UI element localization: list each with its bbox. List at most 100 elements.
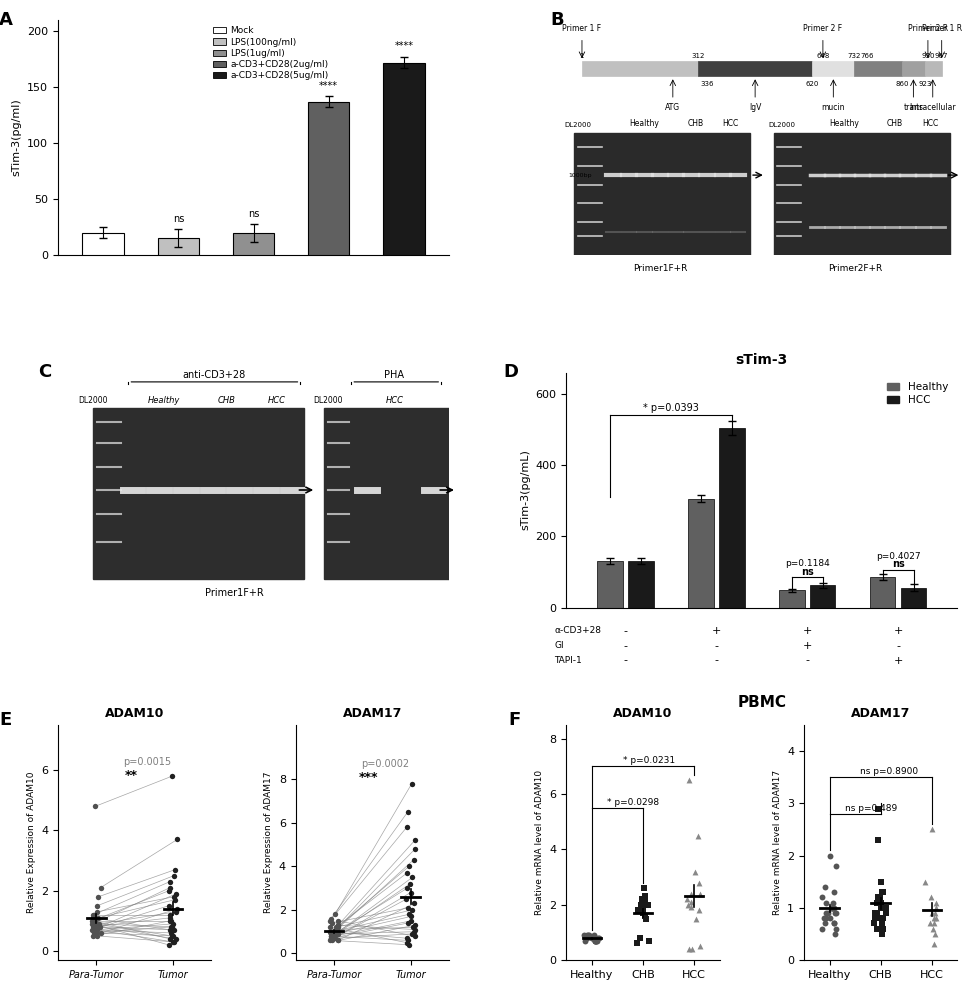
Text: **: ** bbox=[125, 769, 137, 782]
Text: anti-CD3+28: anti-CD3+28 bbox=[183, 370, 246, 380]
Text: Primer1F+R: Primer1F+R bbox=[205, 588, 263, 598]
Point bbox=[166, 922, 182, 938]
Point bbox=[684, 894, 699, 910]
Point bbox=[926, 915, 942, 931]
Point bbox=[407, 922, 423, 938]
Bar bbox=[719, 428, 745, 607]
Point bbox=[820, 905, 835, 921]
Point bbox=[589, 933, 604, 949]
Text: HCC: HCC bbox=[722, 119, 739, 128]
Point bbox=[591, 930, 606, 946]
Point bbox=[869, 921, 885, 937]
Point bbox=[399, 930, 415, 946]
Point bbox=[84, 922, 100, 938]
Text: ns: ns bbox=[801, 567, 813, 577]
Title: sTim-3: sTim-3 bbox=[736, 353, 788, 367]
Point bbox=[637, 888, 653, 904]
Point bbox=[815, 921, 831, 937]
Point bbox=[682, 941, 697, 957]
Text: ATG: ATG bbox=[665, 103, 681, 112]
Point bbox=[878, 905, 894, 921]
Bar bbox=[582, 61, 698, 76]
Text: HCC: HCC bbox=[268, 396, 286, 405]
Point bbox=[92, 919, 107, 935]
Point bbox=[322, 932, 337, 948]
Point bbox=[634, 891, 650, 907]
Point bbox=[325, 932, 340, 948]
Point bbox=[403, 908, 419, 924]
Point bbox=[588, 933, 603, 949]
Point bbox=[923, 889, 938, 905]
Point bbox=[823, 848, 838, 864]
Text: F: F bbox=[508, 711, 520, 729]
Point bbox=[169, 831, 185, 847]
Point bbox=[874, 926, 890, 942]
Point bbox=[331, 932, 346, 948]
Bar bbox=[901, 588, 926, 607]
Point bbox=[322, 919, 337, 935]
Text: HCC: HCC bbox=[922, 119, 938, 128]
Legend: Healthy, HCC: Healthy, HCC bbox=[883, 378, 952, 409]
Point bbox=[328, 919, 343, 935]
Text: * p=0.0393: * p=0.0393 bbox=[643, 403, 699, 413]
Point bbox=[161, 883, 177, 899]
Text: ****: **** bbox=[395, 41, 414, 51]
Point bbox=[325, 924, 340, 940]
Text: * p=0.0298: * p=0.0298 bbox=[607, 798, 659, 807]
Bar bbox=[810, 585, 835, 607]
Y-axis label: Relative mRNA level of ADAM10: Relative mRNA level of ADAM10 bbox=[535, 770, 543, 915]
Bar bbox=[82, 233, 124, 255]
Point bbox=[167, 862, 183, 878]
Point bbox=[398, 891, 414, 907]
Point bbox=[817, 879, 833, 895]
Point bbox=[584, 930, 600, 946]
Point bbox=[326, 928, 341, 944]
Text: IgV: IgV bbox=[748, 103, 761, 112]
Point bbox=[684, 886, 699, 902]
Point bbox=[637, 908, 653, 924]
Point bbox=[87, 916, 103, 932]
Point bbox=[86, 919, 102, 935]
Point bbox=[925, 936, 941, 952]
Point bbox=[817, 915, 833, 931]
Point bbox=[636, 880, 652, 896]
Text: 766: 766 bbox=[860, 53, 873, 59]
Point bbox=[87, 798, 103, 814]
Point bbox=[84, 913, 100, 929]
Point bbox=[638, 911, 654, 927]
Text: p=0.0015: p=0.0015 bbox=[123, 757, 171, 767]
Point bbox=[407, 895, 423, 911]
Point bbox=[93, 925, 108, 941]
Bar bbox=[902, 61, 925, 76]
Point bbox=[591, 930, 606, 946]
Point bbox=[86, 928, 102, 944]
Point bbox=[168, 931, 184, 947]
Point bbox=[407, 917, 423, 933]
Point bbox=[90, 919, 105, 935]
Point bbox=[924, 905, 940, 921]
Point bbox=[329, 922, 344, 938]
Point bbox=[923, 915, 938, 931]
Point bbox=[873, 874, 889, 890]
Text: trans: trans bbox=[903, 103, 923, 112]
Point bbox=[331, 917, 346, 933]
Text: D: D bbox=[504, 363, 518, 381]
Point bbox=[403, 913, 419, 929]
Text: 732: 732 bbox=[847, 53, 861, 59]
Point bbox=[825, 895, 840, 911]
Point bbox=[162, 910, 178, 926]
Point bbox=[89, 922, 104, 938]
Text: GI: GI bbox=[554, 641, 564, 650]
Point bbox=[88, 916, 103, 932]
Point bbox=[827, 915, 842, 931]
Point bbox=[323, 911, 338, 927]
Point bbox=[924, 821, 940, 837]
Bar bbox=[689, 499, 714, 607]
Point bbox=[867, 910, 883, 926]
Point bbox=[875, 884, 891, 900]
Point bbox=[630, 902, 645, 918]
Text: Healthy: Healthy bbox=[829, 119, 859, 128]
Point bbox=[87, 922, 103, 938]
Point bbox=[404, 926, 420, 942]
Point bbox=[873, 900, 889, 916]
